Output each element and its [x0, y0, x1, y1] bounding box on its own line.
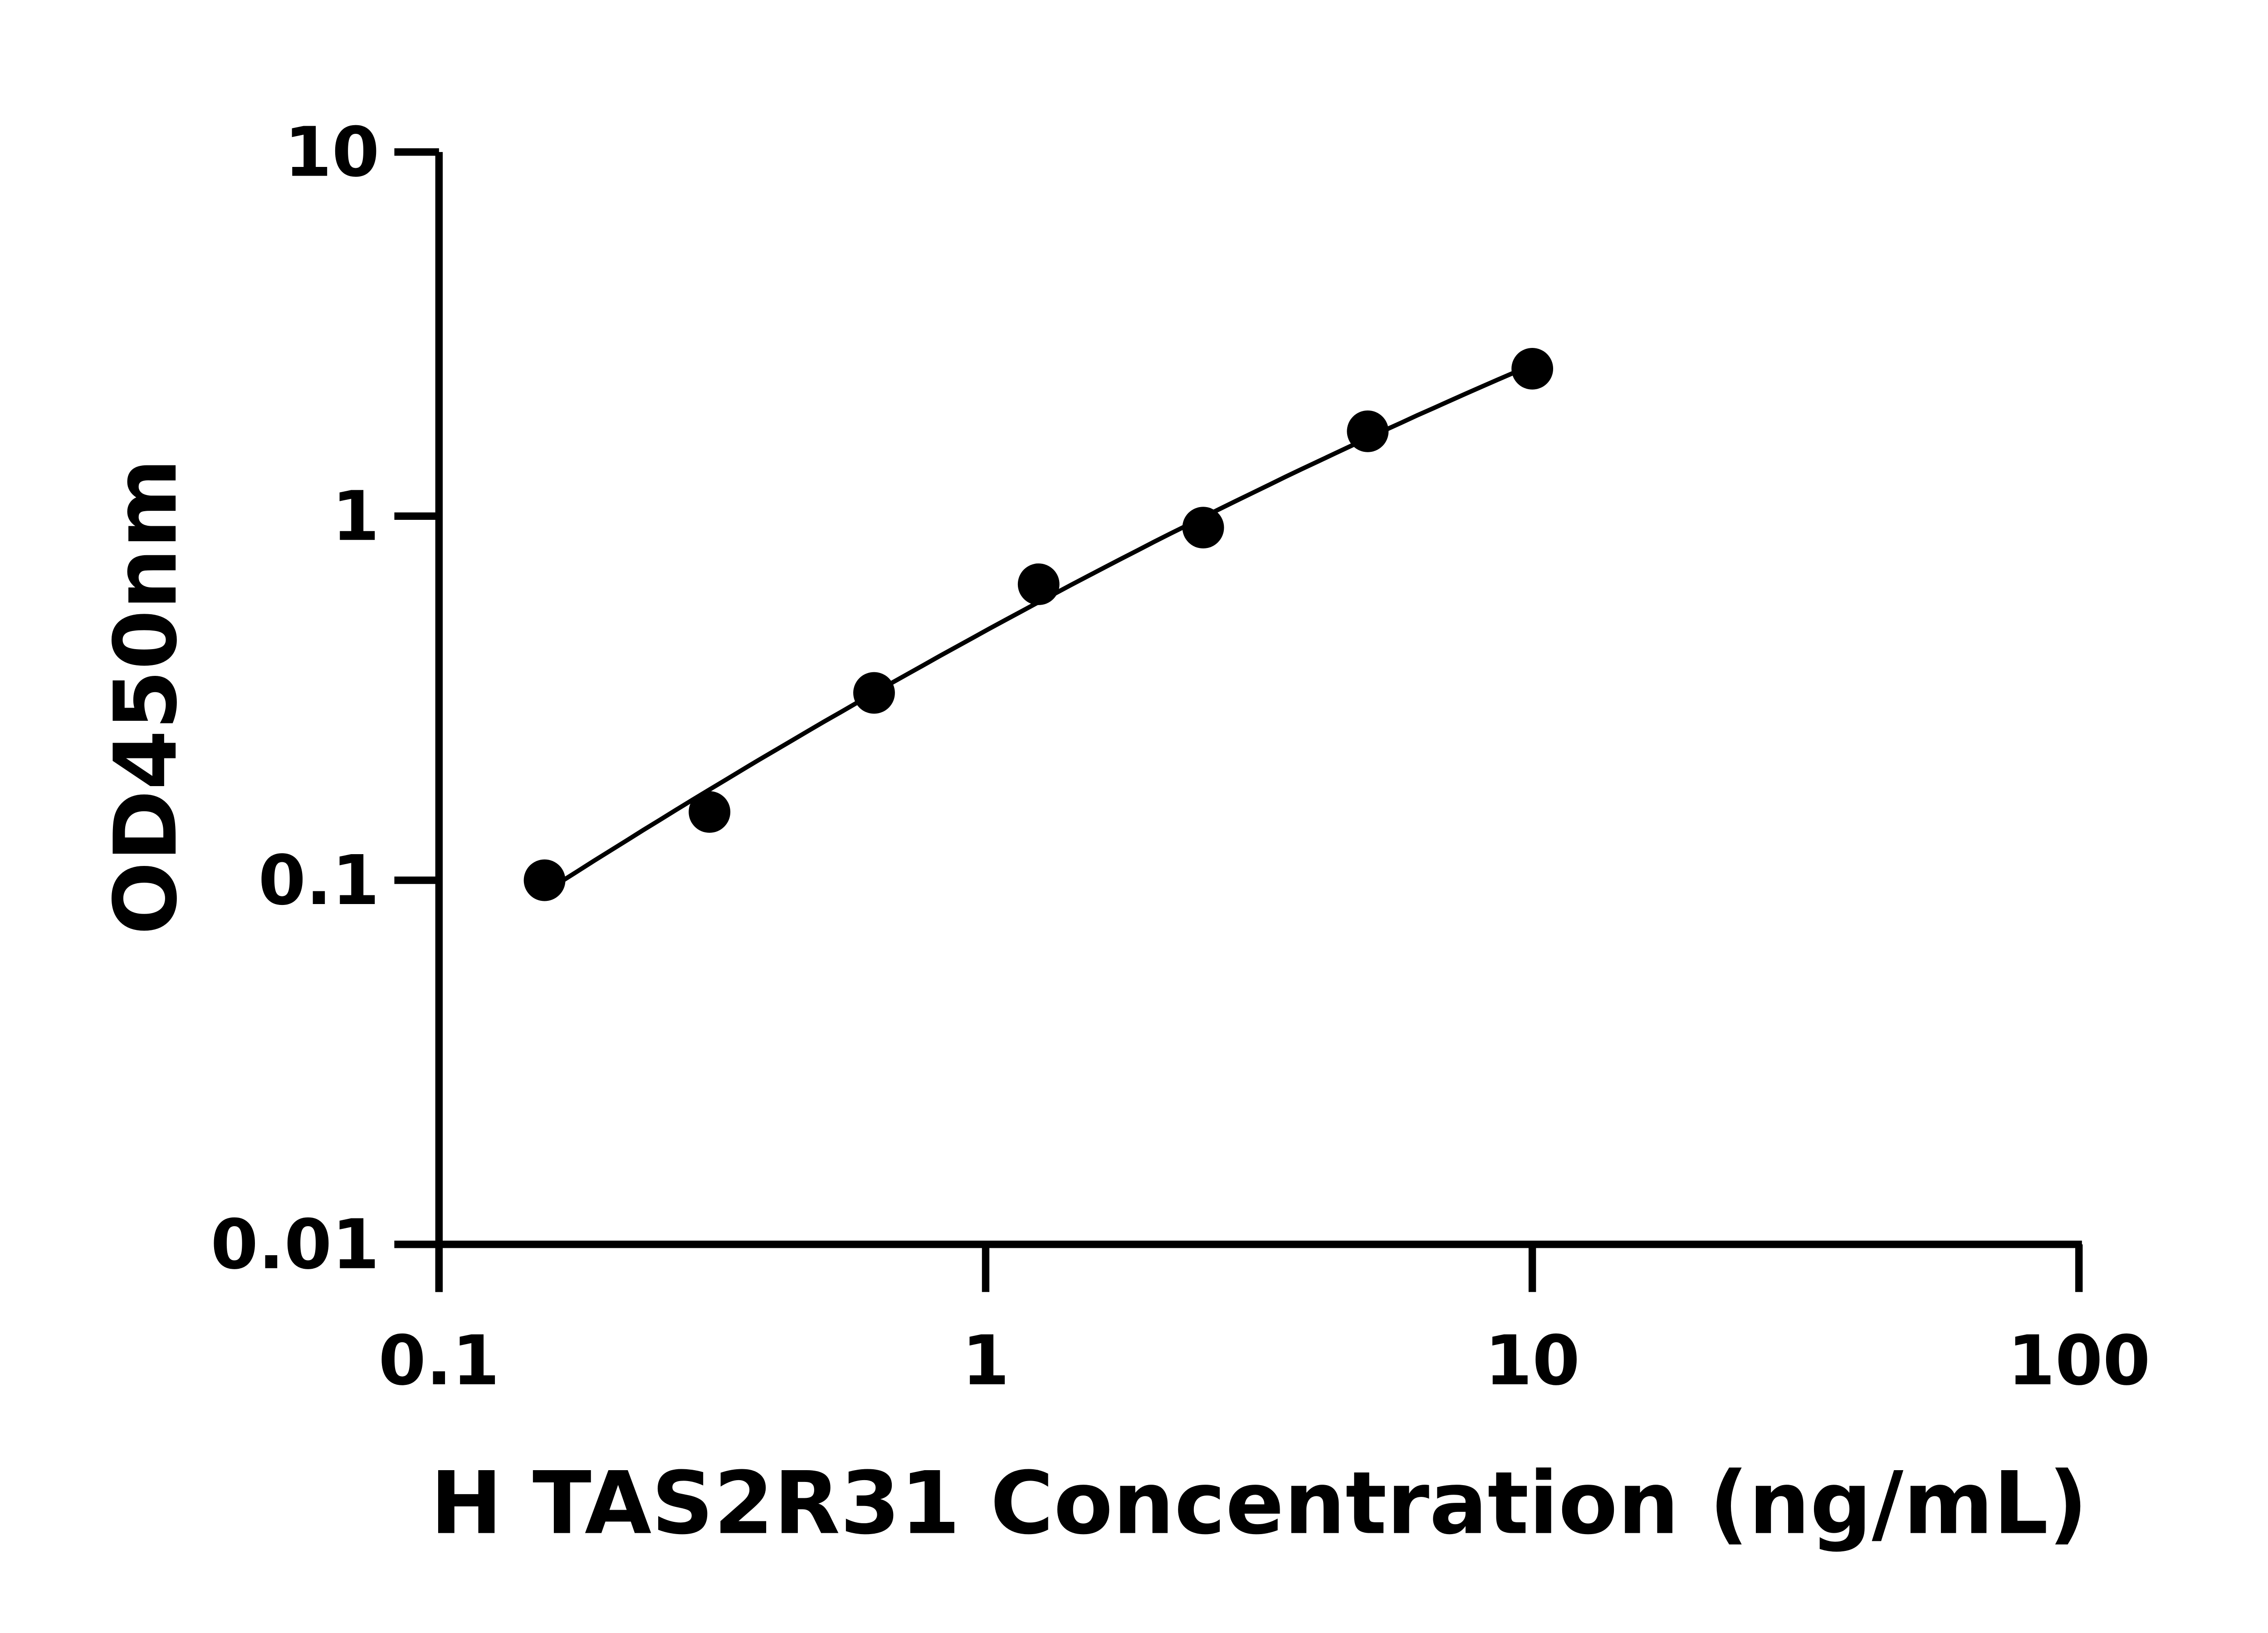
data-point: [1017, 563, 1060, 605]
x-tick-label: 10: [1485, 1321, 1580, 1401]
data-point: [523, 859, 566, 901]
data-point: [1347, 410, 1389, 452]
data-point: [1511, 347, 1554, 390]
x-tick-label: 1: [962, 1321, 1009, 1401]
axes: 0.01 0.1 1 10 0.1 1 10 100: [210, 112, 2150, 1401]
y-axis-title: OD450nm: [95, 459, 196, 935]
y-tick-label: 0.01: [210, 1205, 379, 1285]
y-tick-label: 0.1: [258, 841, 379, 920]
y-tick-label: 1: [332, 476, 380, 556]
data-point: [853, 672, 895, 714]
data-point: [1182, 507, 1224, 549]
y-tick-label: 10: [284, 112, 380, 192]
x-tick-label: 100: [2008, 1321, 2151, 1401]
data-point: [689, 791, 731, 833]
x-axis-title: H TAS2R31 Concentration (ng/mL): [430, 1453, 2087, 1554]
x-tick-label: 0.1: [378, 1321, 499, 1401]
data-points: [523, 347, 1554, 901]
